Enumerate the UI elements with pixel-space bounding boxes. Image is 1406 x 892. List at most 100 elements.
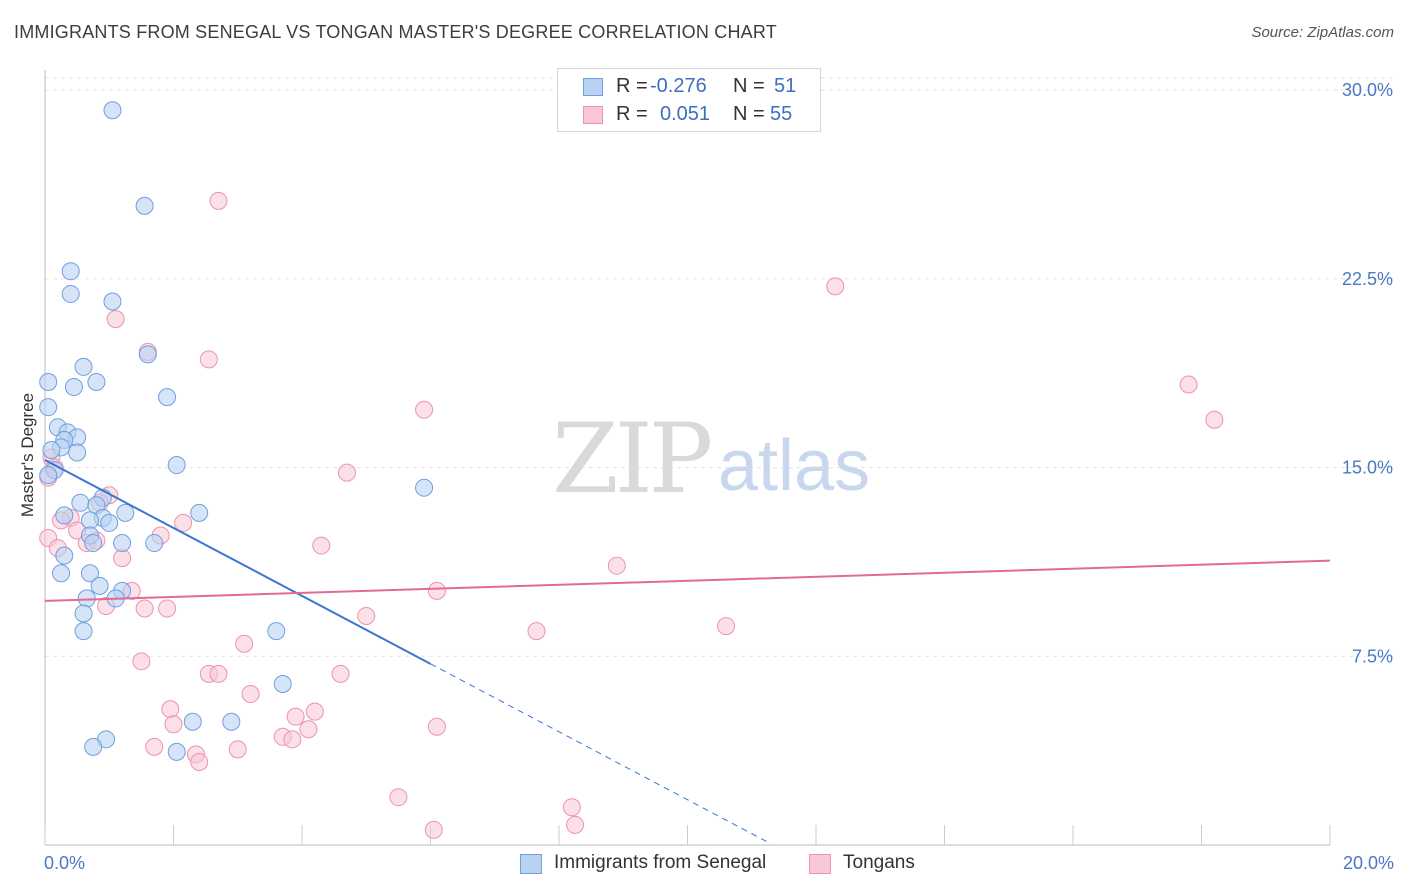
data-point-senegal bbox=[138, 345, 157, 364]
data-point-tongans bbox=[389, 788, 408, 807]
series-senegal-points bbox=[39, 101, 434, 761]
data-point-tongans bbox=[566, 815, 585, 834]
data-point-senegal bbox=[68, 443, 87, 462]
watermark: ZIP atlas bbox=[552, 403, 870, 515]
trend-line-senegal-extension bbox=[430, 663, 772, 845]
data-point-senegal bbox=[80, 564, 99, 583]
x-tick-labels: 0.0% 20.0% bbox=[44, 853, 1394, 873]
data-point-senegal bbox=[222, 712, 241, 731]
legend-row-tongans: R = 0.051 N = 55 bbox=[558, 101, 820, 129]
data-point-tongans bbox=[312, 536, 331, 555]
data-point-tongans bbox=[286, 707, 305, 726]
legend-n-value-senegal: 51 bbox=[774, 75, 797, 97]
trend-lines bbox=[44, 459, 1331, 845]
data-point-tongans bbox=[228, 740, 247, 759]
data-point-tongans bbox=[331, 664, 350, 683]
data-point-tongans bbox=[199, 350, 218, 369]
y-tick-label: 15.0% bbox=[1342, 458, 1393, 478]
data-point-tongans bbox=[209, 664, 228, 683]
y-tick-labels: 7.5% 15.0% 22.5% 30.0% bbox=[1342, 80, 1393, 666]
data-point-tongans bbox=[241, 685, 260, 704]
data-point-senegal bbox=[84, 534, 103, 553]
legend-n-label: N = bbox=[733, 75, 765, 97]
data-point-senegal bbox=[61, 284, 80, 303]
data-point-tongans bbox=[235, 634, 254, 653]
data-point-senegal bbox=[415, 478, 434, 497]
data-point-tongans bbox=[132, 652, 151, 671]
grid-lines bbox=[45, 77, 1393, 657]
data-point-senegal bbox=[267, 622, 286, 641]
data-point-tongans bbox=[135, 599, 154, 618]
data-point-senegal bbox=[74, 357, 93, 376]
data-point-senegal bbox=[90, 576, 109, 595]
data-point-tongans bbox=[106, 310, 125, 329]
data-point-tongans bbox=[283, 730, 302, 749]
x-tick-label: 20.0% bbox=[1343, 853, 1394, 873]
data-point-tongans bbox=[415, 400, 434, 419]
data-point-tongans bbox=[145, 737, 164, 756]
legend-n-value-tongans: 55 bbox=[770, 103, 793, 125]
legend-r-value-tongans: 0.051 bbox=[660, 103, 711, 125]
legend-swatch-tongans bbox=[583, 106, 603, 124]
legend-r-value-senegal: -0.276 bbox=[650, 75, 707, 97]
data-point-senegal bbox=[273, 674, 292, 693]
data-point-tongans bbox=[1205, 410, 1224, 429]
data-point-senegal bbox=[135, 196, 154, 215]
data-point-senegal bbox=[167, 456, 186, 475]
bottom-legend-swatch-senegal bbox=[520, 854, 542, 874]
data-point-senegal bbox=[39, 373, 58, 392]
data-point-tongans bbox=[164, 715, 183, 734]
series-tongans-points bbox=[39, 191, 1224, 839]
data-point-tongans bbox=[174, 513, 193, 532]
data-point-tongans bbox=[357, 607, 376, 626]
chart-source: Source: ZipAtlas.com bbox=[1251, 24, 1394, 41]
data-point-tongans bbox=[158, 599, 177, 618]
chart-title: IMMIGRANTS FROM SENEGAL VS TONGAN MASTER… bbox=[14, 22, 777, 42]
data-point-senegal bbox=[61, 262, 80, 281]
data-point-senegal bbox=[64, 378, 83, 397]
legend-r-label: R = bbox=[616, 103, 648, 125]
data-point-tongans bbox=[424, 820, 443, 839]
correlation-legend: R = -0.276 N = 51 R = 0.051 N = 55 bbox=[557, 68, 821, 132]
watermark-zip: ZIP bbox=[552, 403, 711, 515]
data-point-senegal bbox=[116, 503, 135, 522]
data-point-tongans bbox=[161, 700, 180, 719]
data-point-tongans bbox=[305, 702, 324, 721]
data-point-tongans bbox=[1179, 375, 1198, 394]
y-tick-label: 7.5% bbox=[1352, 646, 1393, 666]
data-point-tongans bbox=[190, 752, 209, 771]
y-axis-label: Master's Degree bbox=[18, 393, 37, 517]
data-point-senegal bbox=[87, 373, 106, 392]
data-point-tongans bbox=[427, 717, 446, 736]
legend-swatch-senegal bbox=[583, 78, 603, 96]
data-point-tongans bbox=[299, 720, 318, 739]
data-point-tongans bbox=[562, 798, 581, 817]
data-point-senegal bbox=[103, 292, 122, 311]
data-point-senegal bbox=[113, 534, 132, 553]
data-point-tongans bbox=[607, 556, 626, 575]
watermark-atlas: atlas bbox=[718, 426, 870, 506]
data-point-senegal bbox=[55, 506, 74, 525]
data-point-senegal bbox=[100, 513, 119, 532]
legend-r-label: R = bbox=[616, 75, 648, 97]
data-point-tongans bbox=[427, 581, 446, 600]
trend-line-tongans bbox=[44, 559, 1331, 602]
data-point-senegal bbox=[71, 493, 90, 512]
data-point-senegal bbox=[74, 604, 93, 623]
data-point-tongans bbox=[527, 622, 546, 641]
data-point-senegal bbox=[158, 388, 177, 407]
data-point-tongans bbox=[717, 617, 736, 636]
bottom-legend-label-tongans: Tongans bbox=[843, 852, 915, 873]
data-point-senegal bbox=[183, 712, 202, 731]
data-point-senegal bbox=[167, 742, 186, 761]
trend-line-senegal bbox=[44, 459, 431, 665]
legend-row-senegal: R = -0.276 N = 51 bbox=[558, 73, 820, 101]
bottom-legend-label-senegal: Immigrants from Senegal bbox=[554, 852, 767, 873]
data-point-senegal bbox=[77, 589, 96, 608]
bottom-legend-swatch-tongans bbox=[809, 854, 831, 874]
data-point-senegal bbox=[39, 466, 58, 485]
y-tick-label: 22.5% bbox=[1342, 269, 1393, 289]
data-point-senegal bbox=[39, 398, 58, 417]
data-point-senegal bbox=[80, 511, 99, 530]
